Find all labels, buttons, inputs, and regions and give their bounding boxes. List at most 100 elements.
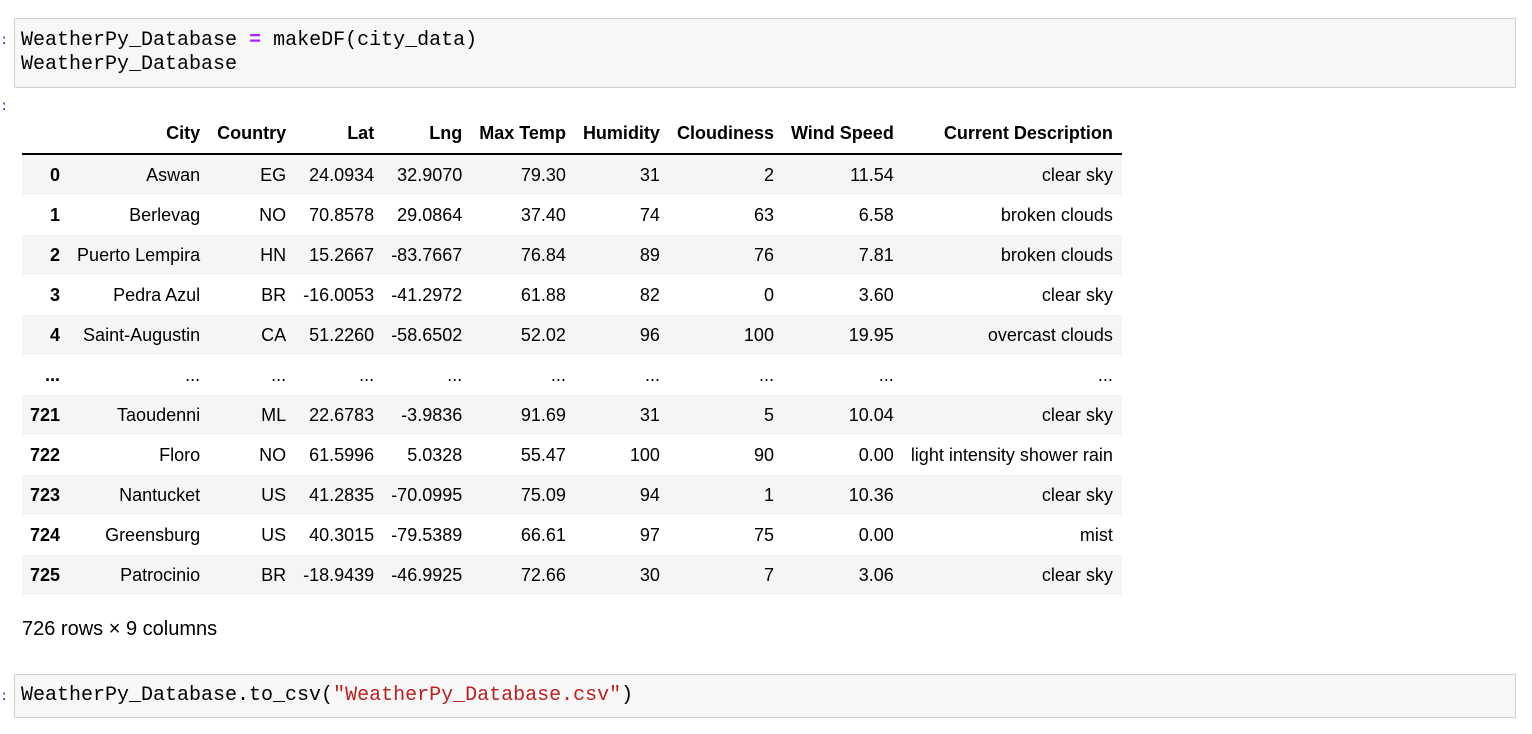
table-cell: -58.6502 xyxy=(391,324,463,345)
table-cell: Nantucket xyxy=(119,484,201,505)
table-cell: ... xyxy=(185,364,201,385)
table-cell: -83.7667 xyxy=(391,244,463,265)
table-cell: 91.69 xyxy=(520,404,566,425)
table-row: .............................. xyxy=(22,355,1122,395)
dataframe-table: City Country Lat Lng Max Temp Humidity Cloudin… xyxy=(22,114,1122,595)
row-index: 4 xyxy=(50,324,61,345)
table-cell: 22.6783 xyxy=(309,404,375,425)
table-cell: Aswan xyxy=(146,164,201,185)
table-row: 722 Floro NO 61.5996 5.0328 55.47 100 90 0.00 lig… xyxy=(22,435,1122,475)
index-header xyxy=(22,114,70,155)
column-header: Humidity xyxy=(574,114,669,155)
table-cell: 52.02 xyxy=(520,324,566,345)
code-cell-makedf[interactable]: WeatherPy_Database = makeDF(city_data) W… xyxy=(14,18,1516,88)
row-index: 2 xyxy=(50,244,61,265)
table-cell: 2 xyxy=(763,164,774,185)
table-cell: US xyxy=(261,524,287,545)
table-cell: 55.47 xyxy=(520,444,566,465)
table-cell: 66.61 xyxy=(520,524,566,545)
table-cell: 10.36 xyxy=(848,484,894,505)
table-cell: clear sky xyxy=(1041,564,1113,585)
table-cell: 82 xyxy=(639,284,660,305)
table-cell: ... xyxy=(447,364,463,385)
input-prompt-marker-2: : xyxy=(0,689,9,705)
table-cell: ... xyxy=(644,364,660,385)
table-cell: BR xyxy=(261,284,287,305)
table-cell: overcast clouds xyxy=(987,324,1113,345)
table-row: 721 Taoudenni ML 22.6783 -3.9836 91.69 31 5 10.0… xyxy=(22,395,1122,435)
table-row: 723 Nantucket US 41.2835 -70.0995 75.09 94 1 10.… xyxy=(22,475,1122,515)
table-cell: 76.84 xyxy=(520,244,566,265)
table-cell: 61.88 xyxy=(520,284,566,305)
table-cell: ... xyxy=(271,364,287,385)
output-prompt-marker: : xyxy=(0,99,9,115)
table-cell: clear sky xyxy=(1041,284,1113,305)
code-cell-to-csv[interactable]: WeatherPy_Database.to_csv("WeatherPy_Dat… xyxy=(14,674,1516,718)
table-cell: ... xyxy=(878,364,894,385)
table-cell: 74 xyxy=(639,204,660,225)
table-cell: NO xyxy=(259,204,287,225)
table-cell: 100 xyxy=(629,444,660,465)
row-index: 1 xyxy=(50,204,61,225)
table-cell: 3.06 xyxy=(858,564,894,585)
row-index: 0 xyxy=(50,164,61,185)
column-header: Cloudiness xyxy=(668,114,783,155)
table-cell: Greensburg xyxy=(105,524,201,545)
table-cell: ... xyxy=(1097,364,1113,385)
column-header: Lng xyxy=(383,114,472,155)
table-cell: 3.60 xyxy=(858,284,894,305)
table-cell: light intensity shower rain xyxy=(910,444,1113,465)
table-row: 0 Aswan EG 24.0934 32.9070 79.30 31 2 11.54 clear… xyxy=(22,154,1122,195)
table-cell: 7.81 xyxy=(858,244,894,265)
table-cell: 89 xyxy=(639,244,660,265)
table-cell: CA xyxy=(261,324,287,345)
table-row: 3 Pedra Azul BR -16.0053 -41.2972 61.88 82 0 3.6… xyxy=(22,275,1122,315)
table-cell: ... xyxy=(758,364,774,385)
row-index: 725 xyxy=(30,564,61,585)
column-header: Lat xyxy=(295,114,384,155)
table-cell: 5 xyxy=(763,404,774,425)
code-line-2: WeatherPy_Database xyxy=(21,53,238,76)
table-cell: US xyxy=(261,484,287,505)
table-cell: 72.66 xyxy=(520,564,566,585)
code-call: makeDF(city_data) xyxy=(273,29,478,52)
row-index: 724 xyxy=(30,524,61,545)
table-cell: -16.0053 xyxy=(303,284,375,305)
code-call-suffix: ) xyxy=(621,684,634,707)
table-cell: 37.40 xyxy=(520,204,566,225)
table-cell: 0.00 xyxy=(858,524,894,545)
table-cell: Pedra Azul xyxy=(113,284,201,305)
table-cell: 11.54 xyxy=(850,164,894,185)
table-cell: 40.3015 xyxy=(309,524,375,545)
table-row: 2 Puerto Lempira HN 15.2667 -83.7667 76.84 89 7… xyxy=(22,235,1122,275)
table-cell: 79.30 xyxy=(520,164,566,185)
input-prompt-marker: : xyxy=(0,33,9,49)
table-cell: clear sky xyxy=(1041,484,1113,505)
table-cell: 70.8578 xyxy=(309,204,375,225)
column-header: Max Temp xyxy=(471,114,575,155)
dataframe-body: 0 Aswan EG 24.0934 32.9070 79.30 31 2 11.54 clear… xyxy=(22,154,1122,595)
table-cell: 29.0864 xyxy=(397,204,463,225)
table-cell: 90 xyxy=(753,444,774,465)
table-cell: ... xyxy=(550,364,566,385)
code-var: WeatherPy_Database xyxy=(21,29,238,52)
table-cell: 19.95 xyxy=(848,324,894,345)
table-cell: 100 xyxy=(743,324,774,345)
row-index: ... xyxy=(45,364,61,385)
table-cell: HN xyxy=(260,244,287,265)
table-cell: 15.2667 xyxy=(309,244,375,265)
code-operator: = xyxy=(249,29,262,52)
table-cell: clear sky xyxy=(1041,164,1113,185)
table-cell: Berlevag xyxy=(129,204,201,225)
table-cell: 94 xyxy=(639,484,660,505)
table-cell: ML xyxy=(261,404,287,425)
column-header: Wind Speed xyxy=(782,114,903,155)
table-cell: 41.2835 xyxy=(309,484,375,505)
table-cell: 61.5996 xyxy=(309,444,375,465)
table-cell: 30 xyxy=(639,564,660,585)
table-row: 4 Saint-Augustin CA 51.2260 -58.6502 52.02 96 1… xyxy=(22,315,1122,355)
table-cell: 96 xyxy=(639,324,660,345)
table-cell: EG xyxy=(260,164,287,185)
table-cell: mist xyxy=(1079,524,1113,545)
header-row: City Country Lat Lng Max Temp Humidity Cloudin… xyxy=(22,114,1122,155)
